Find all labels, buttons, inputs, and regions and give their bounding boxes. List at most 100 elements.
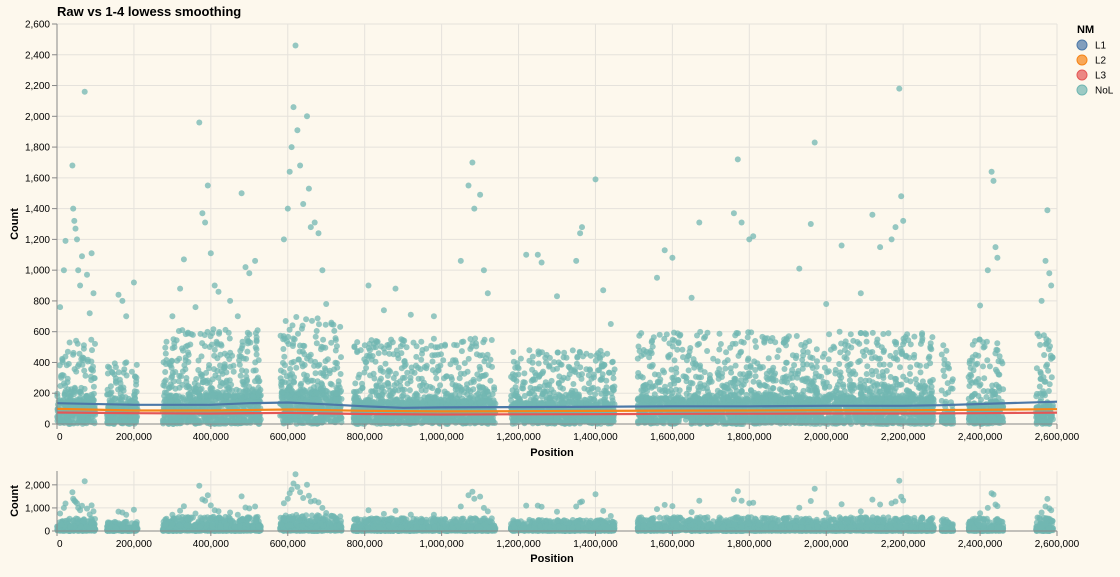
scatter-point xyxy=(90,395,96,401)
scatter-point xyxy=(245,338,251,344)
scatter-point xyxy=(331,328,337,334)
scatter-point xyxy=(61,267,67,273)
scatter-point xyxy=(542,389,548,395)
scatter-point xyxy=(583,351,589,357)
scatter-point xyxy=(278,368,284,374)
scatter-point xyxy=(352,380,358,386)
scatter-point xyxy=(222,361,228,367)
scatter-point xyxy=(444,373,450,379)
scatter-point xyxy=(361,370,367,376)
scatter-point xyxy=(442,343,448,349)
scatter-point xyxy=(305,379,311,385)
scatter-point xyxy=(549,378,555,384)
scatter-point xyxy=(75,363,81,369)
scatter-point xyxy=(423,365,429,371)
scatter-point xyxy=(290,343,296,349)
scatter-point xyxy=(481,267,487,273)
scatter-point xyxy=(554,293,560,299)
scatter-point xyxy=(122,417,128,423)
scatter-point xyxy=(320,385,326,391)
scatter-point xyxy=(532,377,538,383)
scatter-point xyxy=(453,360,459,366)
scatter-point xyxy=(333,397,339,403)
scatter-point xyxy=(117,377,123,383)
scatter-point xyxy=(254,376,260,382)
scatter-point xyxy=(67,340,73,346)
scatter-point xyxy=(562,415,568,421)
scatter-point xyxy=(363,359,369,365)
scatter-point xyxy=(419,376,425,382)
scatter-point xyxy=(294,127,300,133)
scatter-point xyxy=(444,420,450,426)
scatter-point xyxy=(440,357,446,363)
scatter-point xyxy=(162,345,168,351)
scatter-point xyxy=(75,420,81,426)
scatter-point xyxy=(324,416,330,422)
scatter-point xyxy=(401,387,407,393)
scatter-point xyxy=(315,383,321,389)
scatter-point xyxy=(487,378,493,384)
scatter-point xyxy=(611,375,617,381)
scatter-point xyxy=(91,290,97,296)
scatter-point xyxy=(131,280,137,286)
scatter-point xyxy=(71,218,77,224)
scatter-point xyxy=(511,392,517,398)
scatter-point xyxy=(465,416,471,422)
scatter-point xyxy=(313,370,319,376)
scatter-point xyxy=(570,381,576,387)
scatter-point xyxy=(428,343,434,349)
scatter-point xyxy=(461,389,467,395)
scatter-point xyxy=(120,385,126,391)
scatter-point xyxy=(92,375,98,381)
scatter-point xyxy=(526,347,532,353)
scatter-point xyxy=(283,318,289,324)
scatter-point xyxy=(469,160,475,166)
scatter-point xyxy=(386,369,392,375)
scatter-point xyxy=(300,323,306,329)
scatter-point xyxy=(235,313,241,319)
scatter-point xyxy=(337,385,343,391)
scatter-point xyxy=(119,394,125,400)
scatter-point xyxy=(531,392,537,398)
scatter-point xyxy=(205,183,211,189)
scatter-point xyxy=(278,379,284,385)
scatter-point xyxy=(520,386,526,392)
scatter-point xyxy=(591,416,597,422)
scatter-point xyxy=(404,394,410,400)
scatter-point xyxy=(338,371,344,377)
scatter-point xyxy=(216,289,222,295)
scatter-point xyxy=(386,342,392,348)
scatter-point xyxy=(74,236,80,242)
scatter-point xyxy=(354,349,360,355)
scatter-point xyxy=(577,230,583,236)
scatter-point xyxy=(312,220,318,226)
scatter-point xyxy=(181,256,187,262)
scatter-point xyxy=(390,390,396,396)
scatter-point xyxy=(63,238,69,244)
scatter-point xyxy=(199,340,205,346)
scatter-point xyxy=(380,369,386,375)
scatter-point xyxy=(491,384,497,390)
scatter-point xyxy=(586,372,592,378)
scatter-point xyxy=(291,104,297,110)
scatter-point xyxy=(378,376,384,382)
scatter-point xyxy=(280,346,286,352)
scatter-point xyxy=(123,313,129,319)
scatter-point xyxy=(69,163,75,169)
scatter-point xyxy=(254,352,260,358)
scatter-point xyxy=(367,372,373,378)
scatter-point xyxy=(187,393,193,399)
scatter-point xyxy=(70,206,76,212)
scatter-point xyxy=(477,192,483,198)
scatter-point xyxy=(585,387,591,393)
scatter-point xyxy=(588,400,594,406)
scatter-point xyxy=(169,313,175,319)
scatter-point xyxy=(222,351,228,357)
scatter-point xyxy=(484,388,490,394)
scatter-point xyxy=(551,359,557,365)
scatter-point xyxy=(197,420,203,426)
scatter-point xyxy=(438,351,444,357)
scatter-point xyxy=(287,169,293,175)
scatter-point xyxy=(442,389,448,395)
scatter-point xyxy=(74,397,80,403)
